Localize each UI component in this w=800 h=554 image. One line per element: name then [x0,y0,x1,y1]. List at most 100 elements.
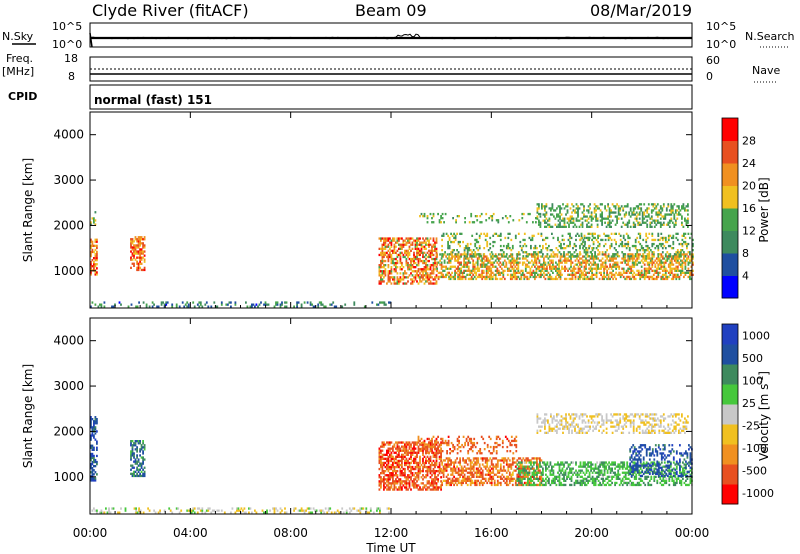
range-cell [422,443,424,446]
range-cell [140,238,143,241]
range-cell [453,232,455,235]
range-cell [556,277,559,281]
range-cell [389,278,391,281]
range-cell [484,275,487,279]
range-cell [275,303,277,306]
range-cell [684,255,687,258]
range-cell [458,215,460,218]
range-cell [419,488,421,491]
range-cell [407,251,409,254]
range-cell [564,259,566,262]
range-cell [471,479,474,482]
range-cell [131,444,134,447]
range-cell [428,457,430,460]
range-cell [414,270,417,273]
range-cell [142,440,144,443]
range-cell [534,471,537,474]
range-cell [634,259,637,262]
range-cell [137,464,140,467]
range-cell [499,234,502,237]
range-cell [579,263,581,266]
range-cell [497,219,500,222]
range-cell [628,259,631,262]
range-cell [637,221,640,224]
range-cell [395,245,397,248]
range-cell [592,267,595,270]
range-cell [386,463,388,467]
range-cell [562,217,564,220]
range-cell [90,424,92,427]
range-cell [496,471,499,474]
range-cell [564,471,567,474]
range-cell [540,481,543,485]
range-cell [392,470,394,473]
range-cell [651,269,654,272]
range-cell [437,275,440,279]
range-cell [461,253,464,256]
range-cell [393,482,396,485]
range-cell [91,265,94,268]
range-cell [143,244,146,247]
range-cell [134,244,137,247]
range-cell [643,255,646,258]
range-cell [550,209,552,212]
range-cell [263,303,265,306]
range-cell [496,234,499,237]
range-cell [383,251,385,254]
range-cell [139,448,141,451]
range-cell [387,459,390,463]
range-cell [561,273,563,276]
range-cell [455,253,458,256]
range-cell [535,263,538,266]
range-cell [514,481,517,485]
range-cell [577,215,579,218]
range-cell [590,225,593,228]
range-cell [181,301,184,304]
range-cell [426,237,429,240]
range-cell [471,221,474,224]
range-cell [440,480,442,483]
range-cell [398,465,400,469]
range-cell [387,253,390,257]
range-cell [484,459,487,462]
range-cell [165,301,168,304]
range-cell [479,273,482,276]
range-cell [641,221,644,224]
range-cell [575,234,577,237]
range-cell [469,473,472,476]
range-cell [429,459,432,463]
range-cell [404,282,406,285]
range-cell [130,452,132,455]
range-cell [531,475,534,478]
range-cell [404,243,406,246]
range-cell [451,461,454,464]
range-cell [383,280,385,283]
range-cell [485,271,488,274]
range-cell [601,251,604,254]
range-cell [687,225,689,228]
range-cell [624,255,627,258]
range-cell [592,232,595,235]
range-cell [515,267,518,270]
range-cell [502,479,505,482]
range-cell [669,263,672,266]
range-cell [383,484,385,487]
range-cell [596,217,599,220]
range-cell [94,265,97,268]
range-cell [521,212,524,216]
range-cell [445,467,448,470]
range-cell [615,253,617,256]
range-cell [539,475,541,478]
range-cell [451,271,453,274]
range-cell [386,282,388,285]
range-cell [628,267,631,270]
range-cell [672,275,675,279]
range-cell [401,261,403,265]
range-cell [621,242,624,246]
range-cell [493,232,496,235]
range-cell [422,259,424,263]
range-cell [137,244,140,247]
range-cell [637,205,640,208]
range-cell [407,266,409,269]
range-cell [557,223,560,226]
